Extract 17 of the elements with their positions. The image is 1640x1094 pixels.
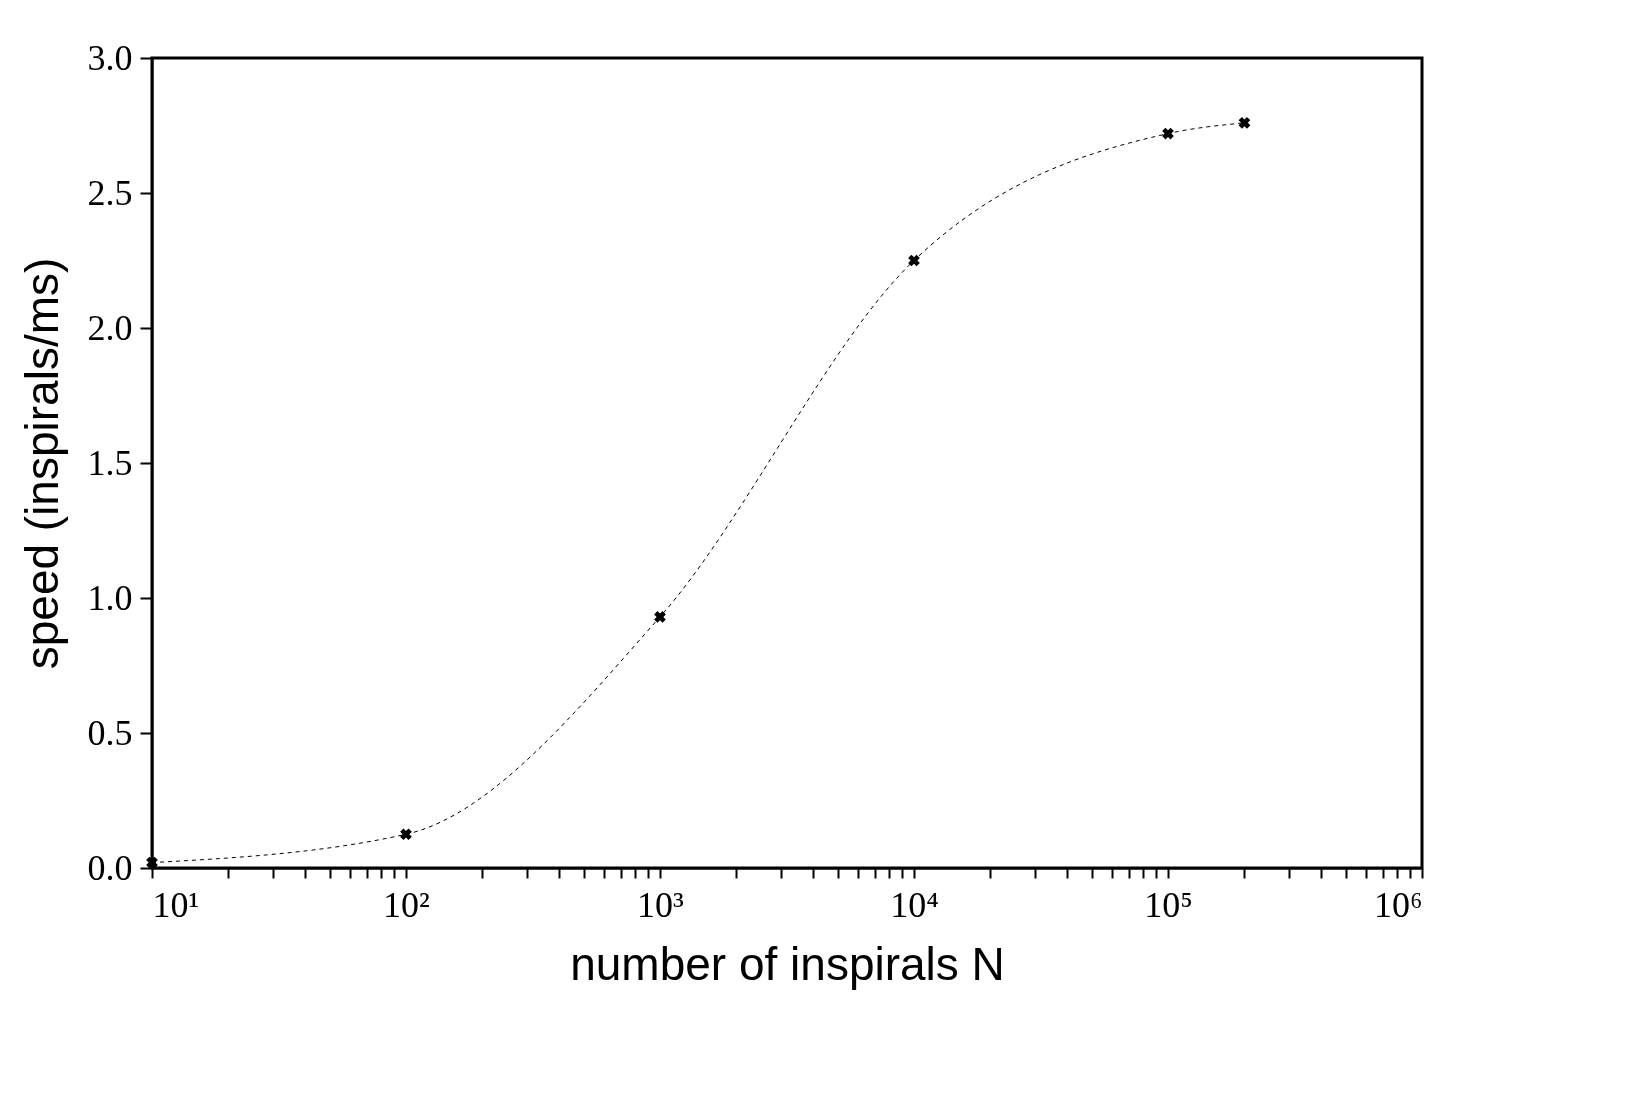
y-axis-title: speed (inspirals/ms) <box>15 257 68 670</box>
y-tick-label: 0.5 <box>87 712 133 753</box>
x-tick-label: 10⁴ <box>890 884 939 925</box>
x-tick-label: 10⁵ <box>1144 884 1193 925</box>
point <box>654 611 666 623</box>
y-tick-label: 3.0 <box>87 37 133 78</box>
y-tick-label: 2.0 <box>87 307 133 348</box>
y-tick-label: 1.0 <box>87 577 133 618</box>
x-tick-label: 10¹ <box>152 884 200 925</box>
y-tick-label: 2.5 <box>87 172 133 213</box>
y-tick-label: 1.5 <box>87 442 133 483</box>
y-tick-label: 0.0 <box>87 847 133 888</box>
x-tick-label: 10² <box>383 884 430 925</box>
point <box>400 828 412 841</box>
x-tick-label: 10⁶ <box>1373 884 1423 925</box>
x-axis-title: number of inspirals N <box>570 937 1005 990</box>
x-tick-label: 10³ <box>637 884 685 925</box>
